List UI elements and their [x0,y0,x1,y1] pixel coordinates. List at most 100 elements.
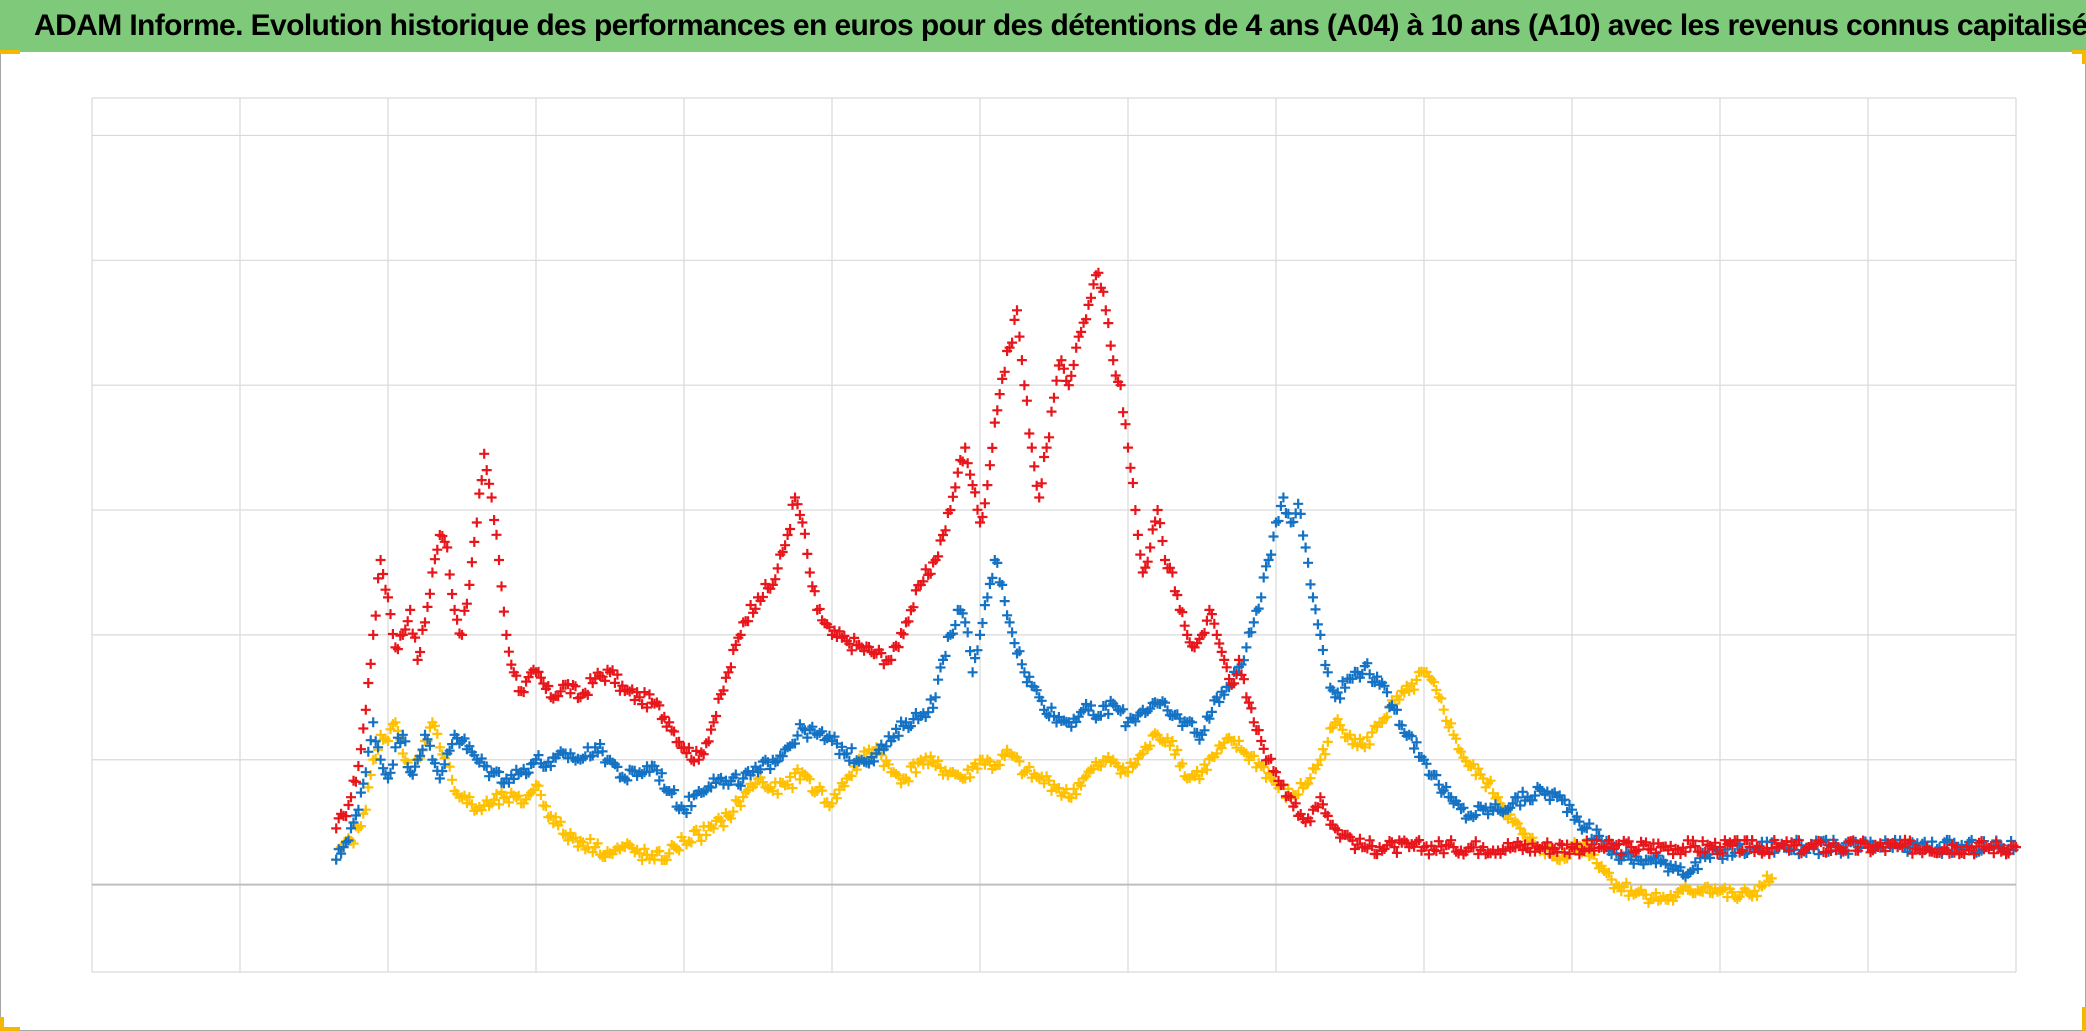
density-marker [533,750,544,761]
density-marker [1066,721,1077,732]
density-marker [639,687,650,698]
density-marker [469,536,480,547]
density-marker [464,792,475,803]
data-point [1315,629,1326,640]
density-marker [1520,828,1531,839]
density-marker [1046,702,1057,713]
density-marker [592,838,603,849]
density-marker [1234,735,1244,746]
density-marker [1515,800,1526,811]
density-marker [1016,659,1027,670]
density-marker [1456,746,1466,757]
density-marker [503,646,514,657]
density-marker [508,773,519,784]
density-marker [484,478,495,489]
density-marker [570,681,581,692]
density-marker [350,810,361,821]
data-point [1478,773,1489,784]
density-marker [923,759,934,770]
data-point [1086,292,1096,303]
density-marker [834,626,845,637]
density-marker [1044,432,1055,443]
density-marker [629,765,640,776]
density-marker [1396,720,1407,731]
density-marker [829,731,840,742]
density-marker [1727,840,1738,851]
density-marker [730,639,741,650]
corner-accent-bottom-right [2082,1007,2086,1031]
data-point [952,467,963,478]
data-point [1145,542,1156,553]
density-marker [459,790,470,801]
density-marker [444,569,455,580]
density-marker [555,816,566,827]
density-marker [577,837,588,848]
density-marker [1142,556,1153,567]
density-marker [757,592,768,602]
density-marker [365,658,376,669]
density-marker [1036,695,1047,706]
density-marker [395,738,406,748]
density-marker [1719,882,1730,893]
density-marker [363,678,374,688]
density-marker [1305,773,1316,784]
density-marker [1014,331,1025,342]
data-point [1404,686,1415,697]
density-marker [1068,360,1079,370]
data-point [1041,442,1052,453]
density-marker [518,687,529,698]
data-point [1123,767,1133,778]
density-marker [918,576,929,587]
data-point [967,667,978,678]
density-marker [1362,658,1373,669]
density-marker [1081,314,1092,325]
data-point [1256,592,1267,603]
density-marker [1058,363,1069,374]
density-marker [1076,326,1087,337]
density-marker [1927,836,1938,847]
density-marker [794,510,805,520]
density-marker [1009,314,1020,325]
density-marker [550,812,561,823]
density-marker [772,788,783,799]
density-marker [1145,740,1156,751]
density-marker [659,711,670,722]
data-point [353,804,364,815]
density-marker [491,789,502,799]
density-marker [703,736,714,747]
density-marker [777,751,788,762]
data-point [982,480,993,491]
data-point [960,442,971,453]
data-point [442,542,453,553]
density-marker [669,726,680,737]
data-point [1093,267,1104,278]
density-marker [1327,685,1338,696]
density-marker [424,740,435,751]
density-marker [1530,790,1540,801]
density-marker [947,491,958,502]
density-marker [459,733,470,744]
density-marker [1382,687,1392,698]
density-marker [1216,743,1227,753]
density-marker [1031,685,1042,696]
density-marker [1399,687,1410,698]
data-point [412,654,423,665]
density-marker [491,529,502,540]
density-marker [1379,680,1390,691]
density-marker [597,746,608,757]
density-marker [750,779,761,790]
density-marker [1127,478,1138,488]
density-marker [1411,737,1422,748]
density-marker [1433,836,1444,847]
density-marker [424,588,435,599]
density-marker [1009,638,1020,649]
data-point [375,754,386,765]
density-marker [1103,318,1114,329]
density-marker [1266,549,1277,560]
density-marker [770,574,781,585]
density-marker [1110,370,1121,381]
density-marker [1754,841,1765,852]
density-marker [1310,604,1321,615]
density-marker [1650,847,1661,858]
density-marker [415,750,426,761]
